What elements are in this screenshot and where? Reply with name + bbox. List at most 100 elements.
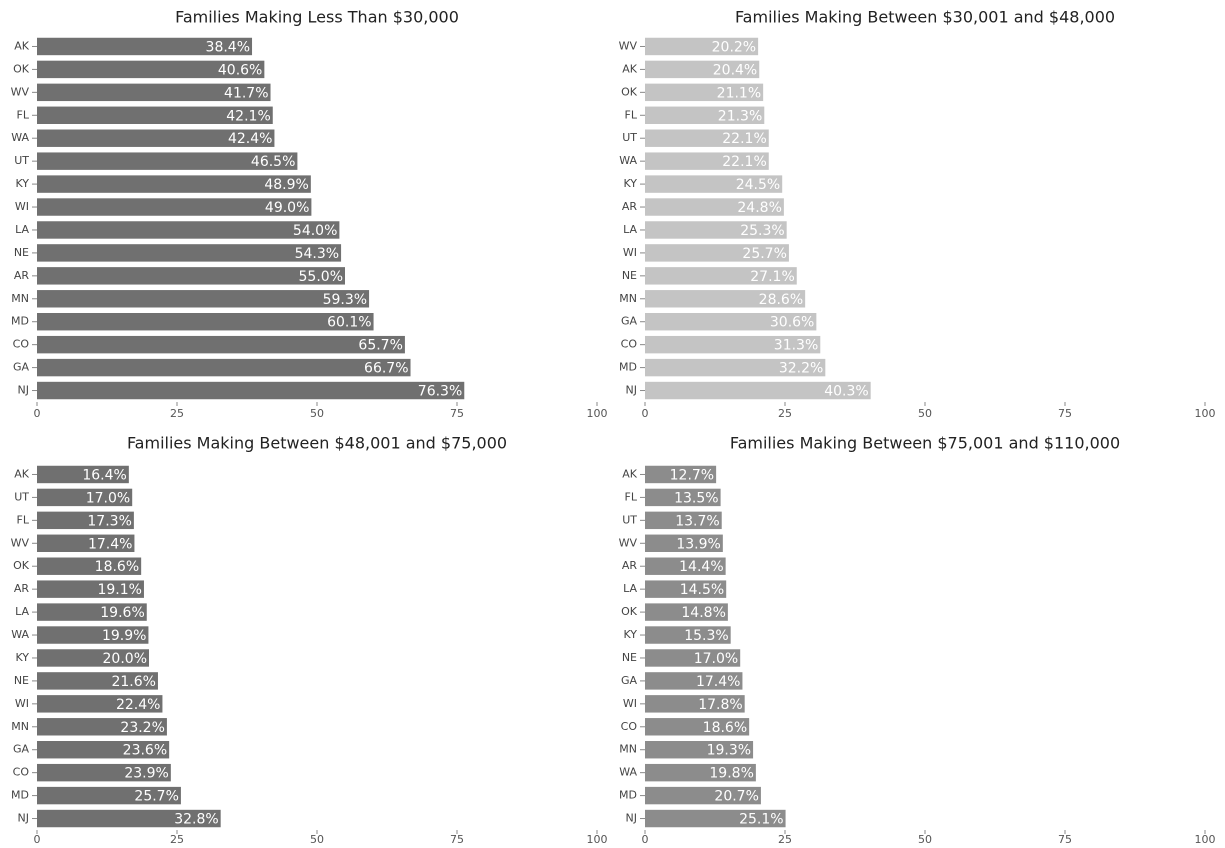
data-label: 30.6% (770, 315, 814, 331)
data-label: 60.1% (327, 315, 371, 331)
data-label: 14.4% (679, 559, 723, 575)
data-label: 25.1% (739, 812, 783, 828)
chart-title: Families Making Between $30,001 and $48,… (735, 8, 1115, 27)
bar (645, 626, 731, 644)
bar (37, 603, 147, 621)
data-label: 23.6% (123, 743, 167, 759)
chart-title: Families Making Between $75,001 and $110… (730, 434, 1120, 453)
x-tick-label: 0 (642, 407, 649, 420)
y-tick-label: FL (17, 108, 30, 121)
bar (645, 649, 741, 667)
x-tick-label: 0 (34, 407, 41, 420)
y-tick-label: CO (13, 766, 30, 779)
x-tick-label: 50 (918, 833, 932, 846)
y-tick-label: MD (11, 789, 29, 802)
data-label: 32.2% (779, 361, 823, 377)
bar (645, 695, 745, 713)
data-label: 59.3% (323, 292, 367, 308)
bar (645, 221, 787, 239)
y-tick-label: LA (15, 605, 29, 618)
y-tick-label: NE (14, 674, 29, 687)
bar (645, 534, 723, 552)
bar (37, 381, 465, 400)
data-label: 17.0% (86, 490, 130, 506)
x-tick-label: 0 (642, 833, 649, 846)
y-tick-label: WI (15, 697, 29, 710)
x-tick-label: 75 (450, 407, 464, 420)
bar (37, 718, 167, 736)
y-tick-label: KY (623, 177, 637, 190)
y-tick-label: OK (621, 605, 638, 618)
data-label: 17.0% (694, 651, 738, 667)
data-label: 13.9% (676, 536, 720, 552)
bar (37, 809, 221, 828)
y-tick-label: AK (622, 62, 638, 75)
bar (37, 763, 171, 782)
data-label: 54.0% (293, 223, 337, 239)
y-tick-label: UT (622, 131, 637, 144)
bar (37, 626, 149, 644)
data-label: 22.4% (116, 697, 160, 713)
bar (37, 83, 271, 102)
bar (645, 106, 765, 124)
y-tick-label: UT (14, 154, 29, 167)
bar (645, 313, 817, 331)
data-label: 42.4% (228, 131, 272, 147)
bar (37, 786, 181, 805)
data-label: 25.7% (742, 246, 786, 262)
x-tick-label: 100 (587, 407, 608, 420)
data-label: 19.9% (102, 628, 146, 644)
y-tick-label: GA (13, 743, 30, 756)
data-label: 48.9% (264, 177, 308, 193)
bar (645, 267, 797, 285)
y-tick-label: AK (14, 39, 30, 52)
bar (645, 557, 726, 575)
y-tick-label: WV (11, 85, 30, 98)
bar (645, 290, 806, 308)
y-tick-label: WA (619, 154, 637, 167)
bar (645, 37, 759, 56)
y-tick-label: FL (625, 490, 638, 503)
bar (37, 488, 133, 507)
data-label: 19.6% (100, 605, 144, 621)
bar (37, 267, 345, 285)
data-label: 31.3% (774, 338, 818, 354)
y-tick-label: UT (622, 513, 637, 526)
data-label: 18.6% (703, 720, 747, 736)
y-tick-label: UT (14, 490, 29, 503)
y-tick-label: LA (623, 582, 637, 595)
data-label: 22.1% (722, 154, 766, 170)
data-label: 40.6% (218, 62, 262, 78)
y-tick-label: KY (15, 651, 29, 664)
x-tick-label: 50 (918, 407, 932, 420)
y-tick-label: WI (623, 246, 637, 259)
y-tick-label: NJ (18, 384, 29, 397)
data-label: 24.5% (736, 177, 780, 193)
data-label: 66.7% (364, 361, 408, 377)
data-label: 42.1% (226, 108, 270, 124)
bar (37, 37, 253, 56)
data-label: 25.7% (134, 789, 178, 805)
data-label: 19.8% (709, 766, 753, 782)
bar (645, 198, 784, 216)
bar (37, 511, 134, 530)
y-tick-label: OK (13, 559, 30, 572)
data-label: 21.6% (111, 674, 155, 690)
x-tick-label: 25 (778, 407, 792, 420)
bar (645, 381, 871, 400)
y-tick-label: NJ (18, 812, 29, 825)
data-label: 14.5% (680, 582, 724, 598)
y-tick-label: MD (619, 789, 637, 802)
y-tick-label: WV (619, 39, 638, 52)
y-tick-label: FL (625, 108, 638, 121)
y-tick-label: WA (11, 628, 29, 641)
data-label: 27.1% (750, 269, 794, 285)
y-tick-label: AR (622, 559, 638, 572)
bar (645, 358, 826, 377)
data-label: 19.1% (97, 582, 141, 598)
bar (645, 83, 764, 102)
bar (37, 358, 411, 377)
y-tick-label: CO (621, 720, 638, 733)
x-tick-label: 25 (170, 407, 184, 420)
